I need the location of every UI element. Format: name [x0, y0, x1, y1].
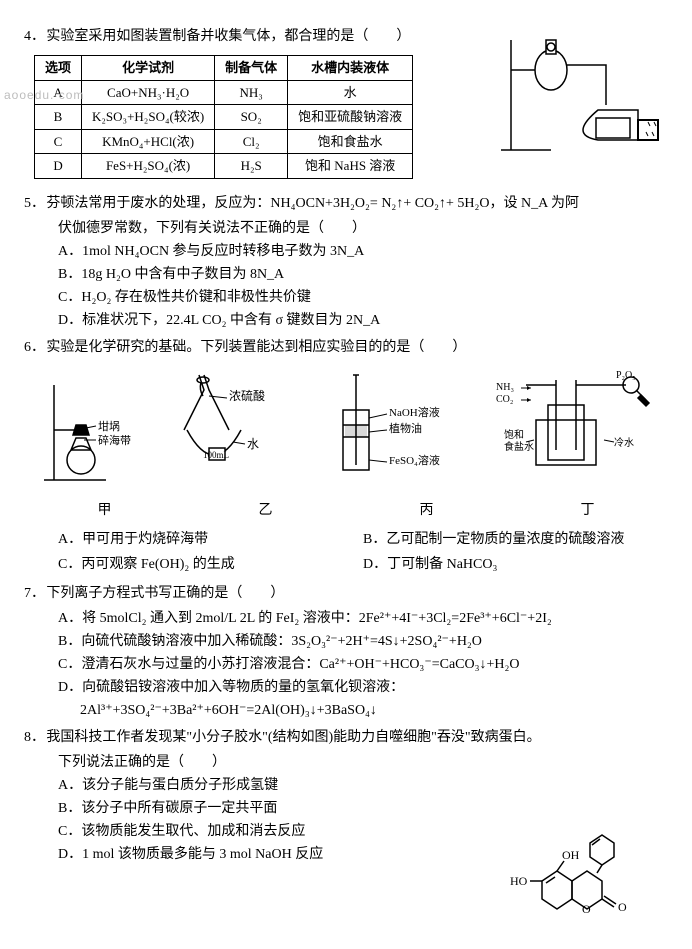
q4-cell: SO₂	[215, 105, 288, 130]
q7-options: A．将 5molCl₂ 通入到 2mol/L 2L 的 FeI₂ 溶液中：2Fe…	[58, 608, 668, 721]
q4-cell: NH₃	[215, 80, 288, 105]
svg-text:坩埚: 坩埚	[98, 419, 120, 433]
q6-cap-a: 甲	[98, 500, 112, 521]
q6-option-d: D．丁可制备 NaHCO₃	[363, 554, 668, 575]
svg-text:植物油: 植物油	[389, 421, 422, 435]
svg-text:O: O	[582, 902, 591, 916]
q4-cell: 饱和食盐水	[288, 129, 413, 154]
q8-number: 8．	[24, 727, 46, 748]
svg-text:浓硫酸: 浓硫酸	[229, 388, 265, 403]
q8-text2: 下列说法正确的是（ ）	[58, 752, 668, 773]
q6-apparatus-a: 坩埚 碎海带	[36, 380, 146, 496]
svg-text:水: 水	[247, 437, 259, 451]
svg-text:HO: HO	[510, 874, 528, 888]
q4-table: 选项 化学试剂 制备气体 水槽内装液体 ACaO+NH₃·H₂ONH₃水 BK₂…	[34, 55, 413, 179]
q6-option-a: A．甲可用于灼烧碎海带	[58, 529, 363, 550]
q4-cell: KMnO₄+HCl(浓)	[82, 129, 215, 154]
q4-th-2: 制备气体	[215, 56, 288, 81]
q4-th-0: 选项	[35, 56, 82, 81]
q6-captions: 甲 乙 丙 丁	[24, 500, 668, 521]
q7-option-b: B．向硫代硫酸钠溶液中加入稀硫酸：3S₂O₃²⁻+2H⁺=4S↓+2SO₄²⁻+…	[58, 631, 668, 652]
q4-cell: CaO+NH₃·H₂O	[82, 80, 215, 105]
q7-option-d2: 2Al³⁺+3SO₄²⁻+3Ba²⁺+6OH⁻=2Al(OH)₃↓+3BaSO₄…	[80, 700, 668, 721]
svg-text:P₂O₅: P₂O₅	[616, 370, 636, 381]
q7-option-c: C．澄清石灰水与过量的小苏打溶液混合：Ca²⁺+OH⁻+HCO₃⁻=CaCO₃↓…	[58, 654, 668, 675]
q7-option-d1: D．向硫酸铝铵溶液中加入等物质的量的氢氧化钡溶液：	[58, 677, 668, 698]
q6-apparatus-b: 浓硫酸 100mL 水	[169, 370, 299, 496]
q5-number: 5．	[24, 193, 46, 214]
q6-apparatus-d: NH₃ CO₂ P₂O₅ 饱和 食盐水 冷水	[486, 370, 656, 496]
q5-text1: 芬顿法常用于废水的处理，反应为：NH₄OCN+3H₂O₂= N₂↑+ CO₂↑+…	[46, 196, 579, 211]
q8-stem: 8．我国科技工作者发现某"小分子胶水"(结构如图)能助力自噬细胞"吞没"致病蛋白…	[24, 727, 668, 748]
q4-cell: K₂SO₃+H₂SO₄(较浓)	[82, 105, 215, 130]
svg-text:NaOH溶液: NaOH溶液	[389, 405, 440, 419]
q8-molecule-icon: OH HO O O	[502, 811, 652, 931]
q4-cell: B	[35, 105, 82, 130]
q7-text: 下列离子方程式书写正确的是（ ）	[46, 586, 284, 601]
svg-text:CO₂: CO₂	[496, 394, 513, 405]
q6-apparatus-row: 坩埚 碎海带 浓硫酸 100mL 水	[24, 366, 668, 496]
q6-option-c: C．丙可观察 Fe(OH)₂ 的生成	[58, 554, 363, 575]
q8-option-a: A．该分子能与蛋白质分子形成氢键	[58, 775, 668, 796]
q4-apparatus-icon	[496, 30, 666, 170]
q6-options: A．甲可用于灼烧碎海带 B．乙可配制一定物质的量浓度的硫酸溶液 C．丙可观察 F…	[58, 527, 668, 577]
svg-text:碎海带: 碎海带	[98, 433, 131, 447]
q6-option-b: B．乙可配制一定物质的量浓度的硫酸溶液	[363, 529, 668, 550]
watermark-text: aooedu. com	[4, 86, 84, 104]
svg-text:OH: OH	[562, 848, 580, 862]
q7-stem: 7．下列离子方程式书写正确的是（ ）	[24, 583, 668, 604]
q7-option-a: A．将 5molCl₂ 通入到 2mol/L 2L 的 FeI₂ 溶液中：2Fe…	[58, 608, 668, 629]
q8-text1: 我国科技工作者发现某"小分子胶水"(结构如图)能助力自噬细胞"吞没"致病蛋白。	[46, 730, 540, 745]
q4-text: 实验室采用如图装置制备并收集气体，都合理的是（ ）	[46, 29, 410, 44]
q6-cap-c: 丙	[420, 500, 434, 521]
q5-options: A．1mol NH₄OCN 参与反应时转移电子数为 3N_A B．18g H₂O…	[58, 241, 668, 331]
svg-text:FeSO₄溶液: FeSO₄溶液	[389, 453, 440, 467]
q6-cap-d: 丁	[581, 500, 595, 521]
q4-cell: D	[35, 154, 82, 179]
q4-number: 4．	[24, 26, 46, 47]
q5-option-c: C．H₂O₂ 存在极性共价键和非极性共价键	[58, 287, 668, 308]
q4-cell: H₂S	[215, 154, 288, 179]
q6-number: 6．	[24, 337, 46, 358]
q5-stem: 5．芬顿法常用于废水的处理，反应为：NH₄OCN+3H₂O₂= N₂↑+ CO₂…	[24, 193, 668, 214]
q7-number: 7．	[24, 583, 46, 604]
svg-text:食盐水: 食盐水	[504, 440, 534, 453]
q4-cell: Cl₂	[215, 129, 288, 154]
q6-stem: 6．实验是化学研究的基础。下列装置能达到相应实验目的的是（ ）	[24, 337, 668, 358]
q4-cell: 水	[288, 80, 413, 105]
svg-text:饱和: 饱和	[504, 429, 524, 441]
svg-text:NH₃: NH₃	[496, 382, 514, 393]
svg-text:100mL: 100mL	[203, 450, 229, 460]
q4-cell: C	[35, 129, 82, 154]
q4-th-1: 化学试剂	[82, 56, 215, 81]
q4-cell: FeS+H₂SO₄(浓)	[82, 154, 215, 179]
q6-apparatus-c: NaOH溶液 植物油 FeSO₄溶液	[323, 370, 463, 496]
q5-option-d: D．标准状况下，22.4L CO₂ 中含有 σ 键数目为 2N_A	[58, 310, 668, 331]
q4-cell: 饱和亚硫酸钠溶液	[288, 105, 413, 130]
svg-text:冷水: 冷水	[614, 436, 634, 449]
q6-cap-b: 乙	[259, 500, 273, 521]
q4-cell: 饱和 NaHS 溶液	[288, 154, 413, 179]
q5-option-b: B．18g H₂O 中含有中子数目为 8N_A	[58, 264, 668, 285]
q4-th-3: 水槽内装液体	[288, 56, 413, 81]
svg-text:O: O	[618, 900, 627, 914]
q5-option-a: A．1mol NH₄OCN 参与反应时转移电子数为 3N_A	[58, 241, 668, 262]
q5-text2: 伏伽德罗常数，下列有关说法不正确的是（ ）	[58, 218, 668, 239]
q6-text: 实验是化学研究的基础。下列装置能达到相应实验目的的是（ ）	[46, 340, 466, 355]
